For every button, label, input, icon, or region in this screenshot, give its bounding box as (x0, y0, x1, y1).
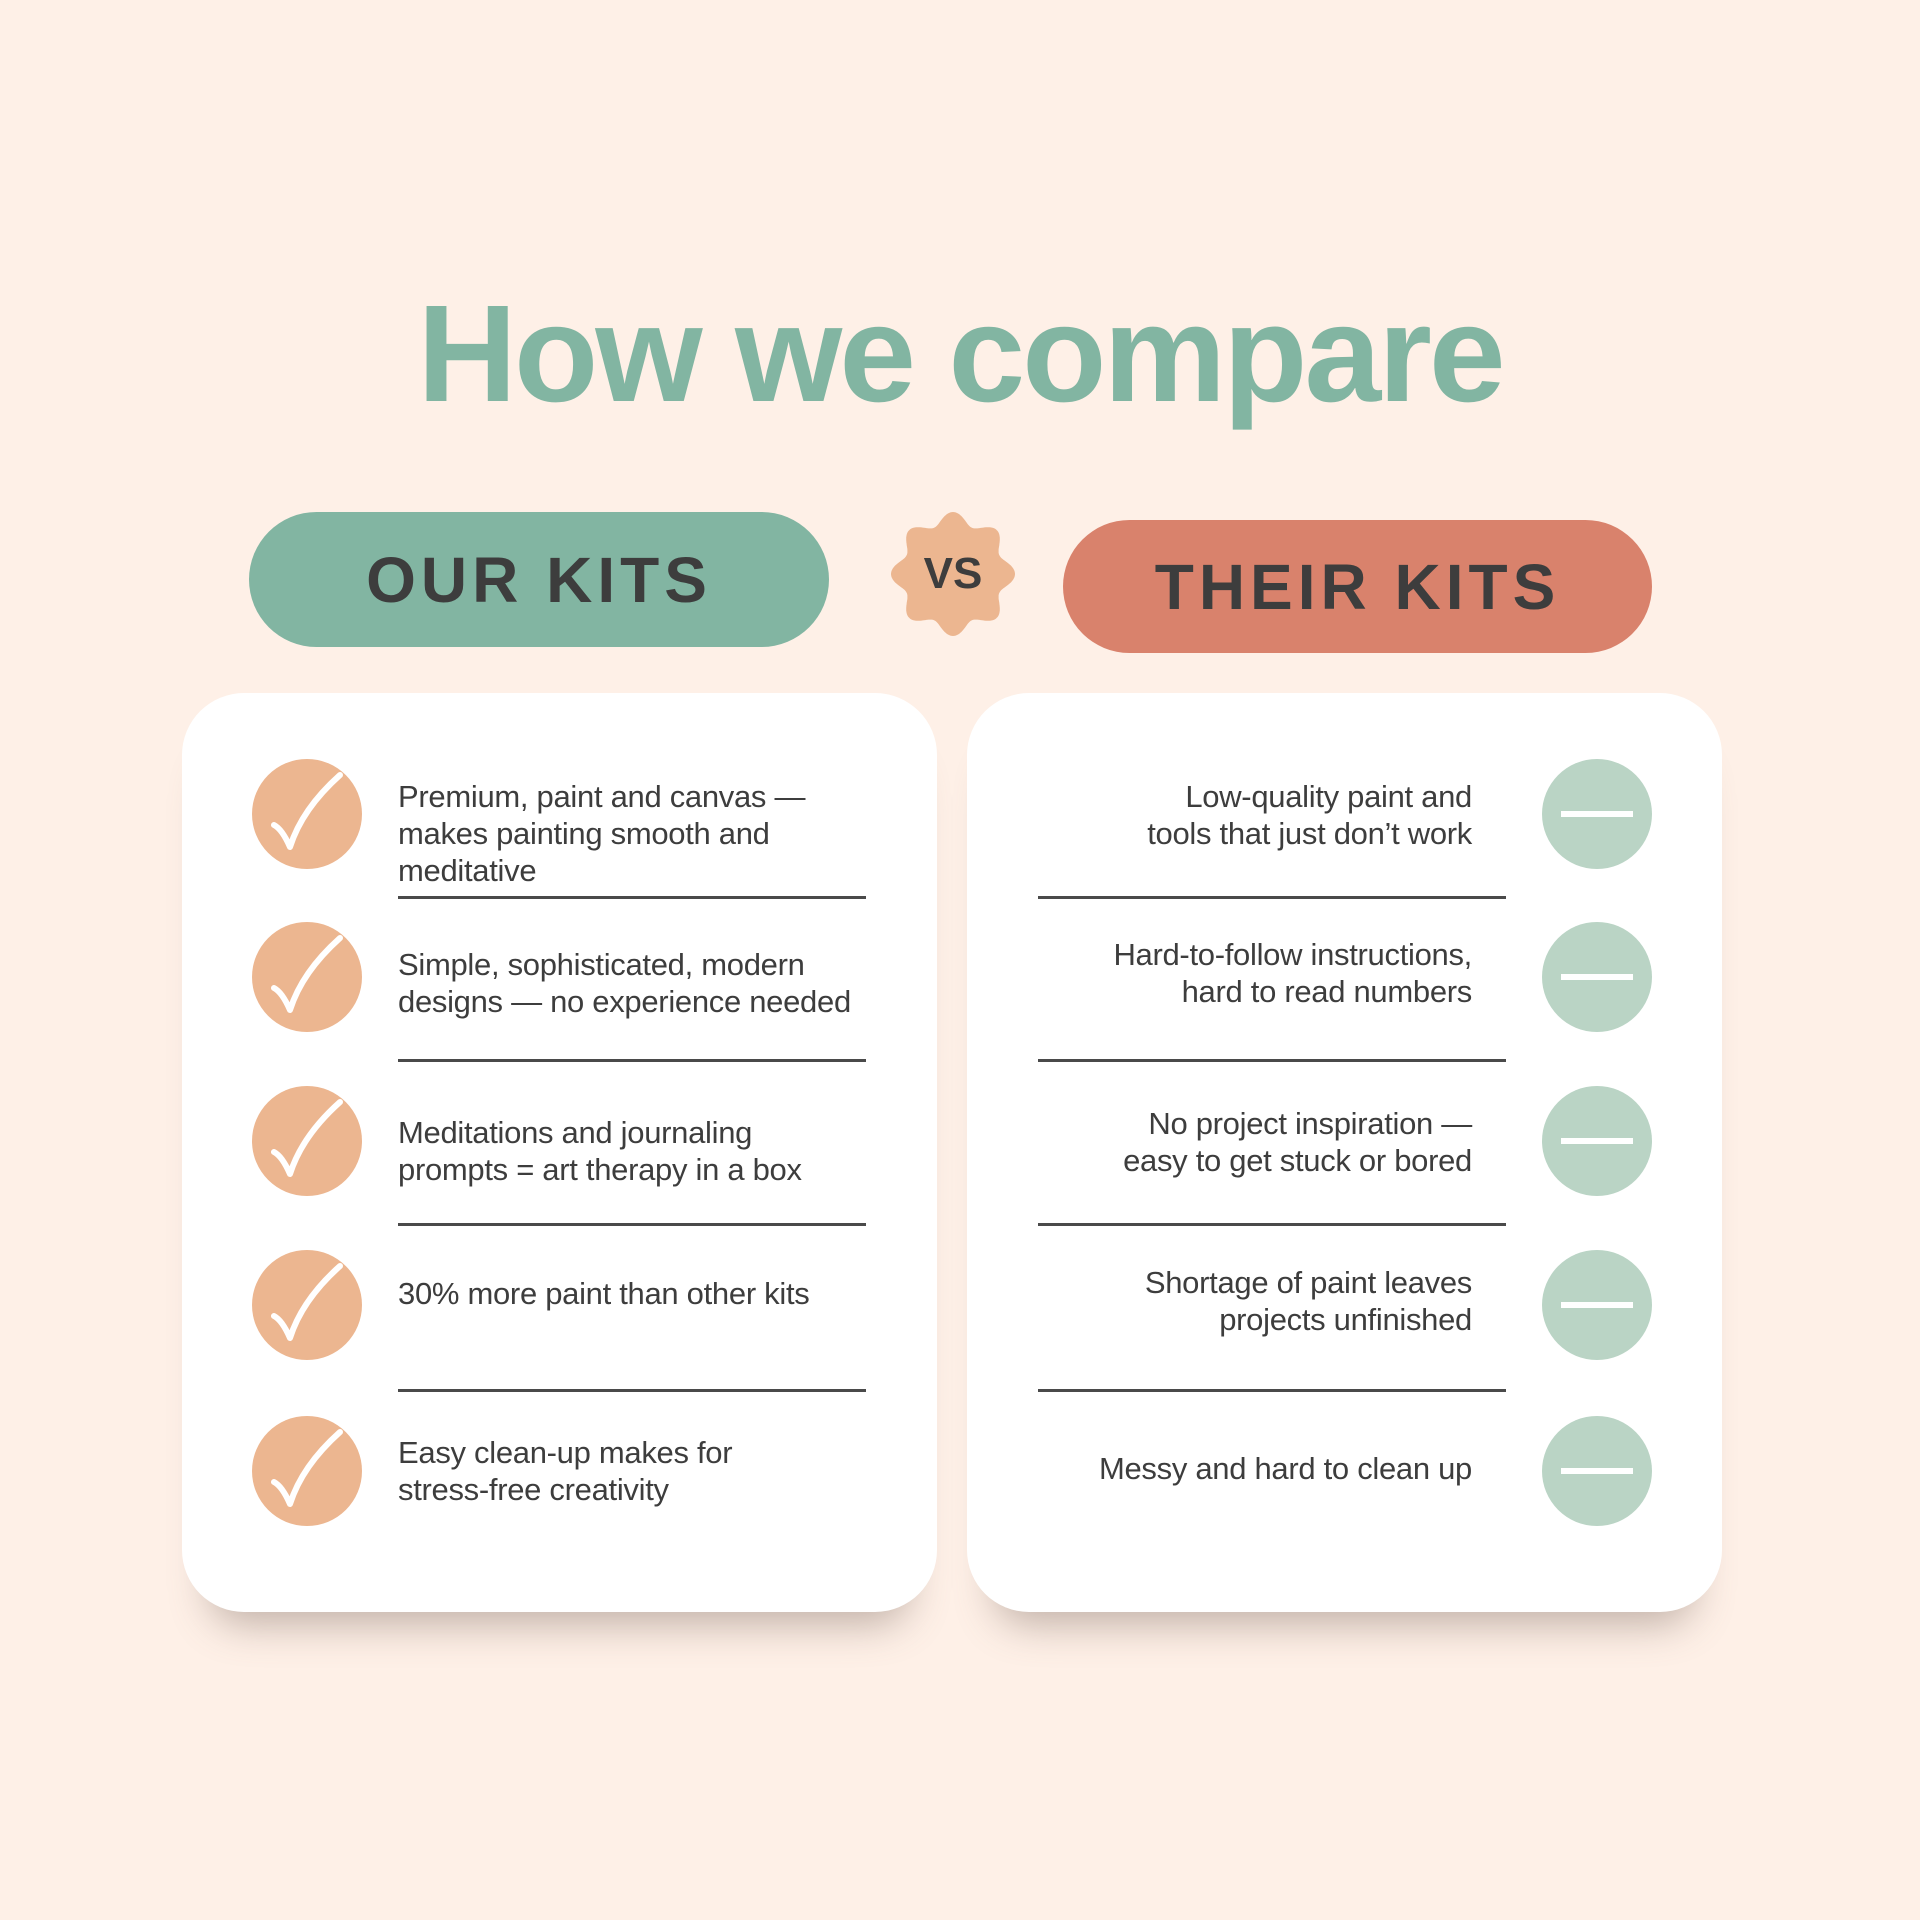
minus-icon (1561, 1302, 1633, 1308)
minus-icon (1561, 1138, 1633, 1144)
our-divider (398, 896, 866, 899)
their-kits-item: Low-quality paint and tools that just do… (1147, 779, 1472, 851)
their-minus-badge (1542, 1086, 1652, 1196)
their-minus-badge (1542, 1416, 1652, 1526)
checkmark-icon (271, 1263, 343, 1341)
our-check-badge (252, 922, 362, 1032)
their-minus-badge (1542, 759, 1652, 869)
our-check-badge (252, 759, 362, 869)
minus-icon (1561, 974, 1633, 980)
their-divider (1038, 1059, 1506, 1062)
their-minus-badge (1542, 922, 1652, 1032)
their-kits-item: Hard-to-follow instructions, hard to rea… (1113, 937, 1472, 1009)
minus-icon (1561, 1468, 1633, 1474)
our-kits-item: Premium, paint and canvas — makes painti… (398, 779, 806, 888)
their-kits-item: Shortage of paint leaves projects unfini… (1144, 1265, 1472, 1337)
their-divider (1038, 1389, 1506, 1392)
our-divider (398, 1389, 866, 1392)
their-divider (1038, 896, 1506, 899)
our-kits-header: OUR KITS (249, 512, 829, 647)
our-divider (398, 1059, 866, 1062)
vs-label: VS (923, 549, 983, 598)
vs-badge: VS (889, 510, 1017, 638)
their-kits-item: Messy and hard to clean up (1098, 1451, 1472, 1486)
their-minus-badge (1542, 1250, 1652, 1360)
our-check-badge (252, 1250, 362, 1360)
our-kits-item: 30% more paint than other kits (398, 1276, 810, 1311)
their-divider (1038, 1223, 1506, 1226)
checkmark-icon (271, 1099, 343, 1177)
our-kits-item: Simple, sophisticated, modern designs — … (398, 947, 851, 1019)
checkmark-icon (271, 772, 343, 850)
page-title: How we compare (417, 277, 1505, 431)
scalloped-badge-icon (891, 512, 1015, 636)
checkmark-icon (271, 1429, 343, 1507)
their-kits-item: No project inspiration — easy to get stu… (1123, 1106, 1472, 1178)
our-check-badge (252, 1086, 362, 1196)
our-divider (398, 1223, 866, 1226)
minus-icon (1561, 811, 1633, 817)
their-kits-header: THEIR KITS (1063, 520, 1652, 653)
our-kits-item: Meditations and journaling prompts = art… (398, 1115, 802, 1187)
our-kits-item: Easy clean-up makes for stress-free crea… (398, 1435, 733, 1507)
checkmark-icon (271, 935, 343, 1013)
our-check-badge (252, 1416, 362, 1526)
